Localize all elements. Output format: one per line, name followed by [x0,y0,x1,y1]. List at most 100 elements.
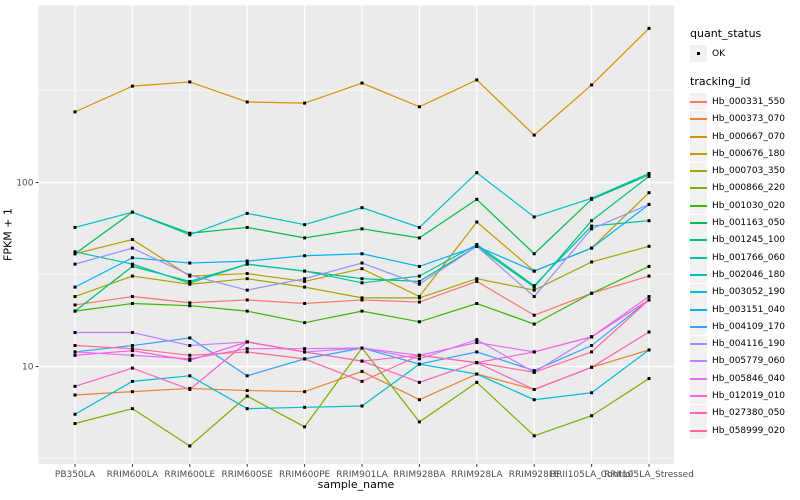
data-point [647,274,651,278]
line-swatch-icon [690,152,707,155]
data-point [647,171,651,175]
legend-item-label: Hb_012019_010 [712,390,786,401]
legend-quant-status-items: OK [690,45,800,63]
data-point [303,425,307,429]
data-point [303,285,307,289]
line-swatch-icon [690,118,707,121]
legend-key-box [690,214,707,232]
legend-key-box [690,266,707,284]
legend-key-box [690,249,707,267]
data-point [417,357,421,361]
legend-item-label: Hb_001245_100 [712,235,786,246]
data-point [417,320,421,324]
line-swatch-icon [690,239,707,242]
legend-item-label: Hb_027380_050 [712,408,786,419]
x-tick-label: RRIM901LA [336,470,388,480]
line-swatch-icon [690,135,707,138]
data-point [73,250,77,254]
data-point [475,244,479,248]
data-point [130,366,134,370]
data-point [245,100,249,104]
data-point [73,295,77,299]
data-point [73,225,77,229]
legend-item-tracking-id: Hb_002046_180 [690,266,800,284]
line-swatch-icon [690,222,707,225]
data-point [590,219,594,223]
data-point [188,261,192,265]
legend-item-label: Hb_003052_190 [712,287,786,298]
data-point [360,369,364,373]
legend-key-box [690,110,707,128]
legend-item-tracking-id: Hb_005779_060 [690,352,800,370]
data-point [590,246,594,250]
data-point [188,444,192,448]
y-tick-label: 100 [16,179,33,189]
line-swatch-icon [690,377,707,380]
data-point [188,304,192,308]
data-point [130,256,134,260]
legend-key-box [690,283,707,301]
legend-item-tracking-id: Hb_027380_050 [690,404,800,422]
data-point [590,260,594,264]
legend-key-box [690,387,707,405]
data-point [532,370,536,374]
legend-item-tracking-id: Hb_000676_180 [690,145,800,163]
line-swatch-icon [690,412,707,415]
data-point [532,295,536,299]
data-point [475,171,479,175]
data-point [188,387,192,391]
data-point [188,231,192,235]
y-axis-title: FPKM + 1 [1,208,15,261]
legend-item-tracking-id: Hb_000331_550 [690,93,800,111]
legend-key-box [690,93,707,111]
x-tick-label: RRIM600PE [279,470,331,480]
x-tick-label: RRIM600LA [107,470,159,480]
data-point [130,349,134,353]
data-point [73,110,77,114]
data-point [532,369,536,373]
legend-title-tracking-id: tracking_id [690,75,751,89]
data-point [475,338,479,342]
data-point [417,362,421,366]
legend-item-tracking-id: Hb_058999_020 [690,422,800,440]
data-point [417,236,421,240]
legend-tracking-id-items: Hb_000331_550 Hb_000373_070 Hb_000667_070 H… [690,93,800,440]
data-point [245,309,249,313]
legend-item-label: Hb_001766_060 [712,252,786,263]
data-point [532,322,536,326]
legend-item-tracking-id: Hb_004116_190 [690,335,800,353]
data-point [245,225,249,229]
data-point [130,344,134,348]
data-point [245,340,249,344]
data-point [245,288,249,292]
data-point [590,350,594,354]
data-point [532,350,536,354]
data-point [647,219,651,223]
legend-spacer [690,62,800,75]
data-point [188,353,192,357]
legend-key-box [690,352,707,370]
legend-item-label: Hb_004116_190 [712,339,786,350]
data-point [303,321,307,325]
data-point [475,279,479,283]
data-point [475,341,479,345]
data-point [130,262,134,266]
data-point [475,372,479,376]
legend-item-tracking-id: Hb_000866_220 [690,179,800,197]
data-point [245,347,249,351]
data-point [73,309,77,313]
legend-item-tracking-id: Hb_000373_070 [690,110,800,128]
data-point [303,254,307,258]
line-swatch-icon [690,187,707,190]
data-point [130,295,134,299]
data-point [303,236,307,240]
data-point [590,365,594,369]
legend-key-box [690,318,707,336]
data-point [360,277,364,281]
data-point [303,390,307,394]
data-point [417,225,421,229]
legend-item-label: Hb_001163_050 [712,218,786,229]
legend-title-quant-status: quant_status [690,27,762,40]
data-point [130,274,134,278]
data-point [73,350,77,354]
